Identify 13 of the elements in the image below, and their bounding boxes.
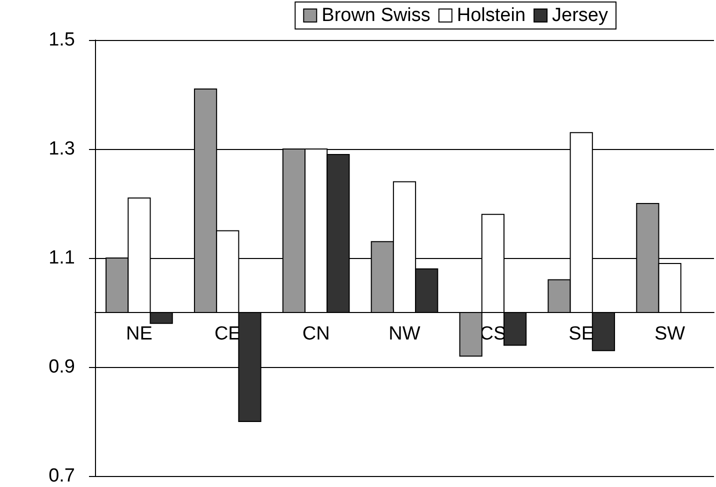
y-tick-label: 0.7 <box>48 466 75 486</box>
legend-label: Jersey <box>552 5 608 26</box>
y-tick-label: 1.5 <box>48 30 75 50</box>
legend-label: Holstein <box>456 5 526 26</box>
x-tick-label: SE <box>568 324 594 344</box>
x-tick-label: CN <box>302 324 330 344</box>
y-tick-label: 0.9 <box>48 356 75 378</box>
y-tick-label: 1.1 <box>48 248 75 268</box>
x-tick-label: NW <box>388 324 420 344</box>
y-tick-label: 1.3 <box>48 138 75 160</box>
legend-label: Brown Swiss <box>322 5 430 26</box>
x-tick-label: NE <box>126 324 152 344</box>
x-tick-label: SW <box>654 324 686 344</box>
